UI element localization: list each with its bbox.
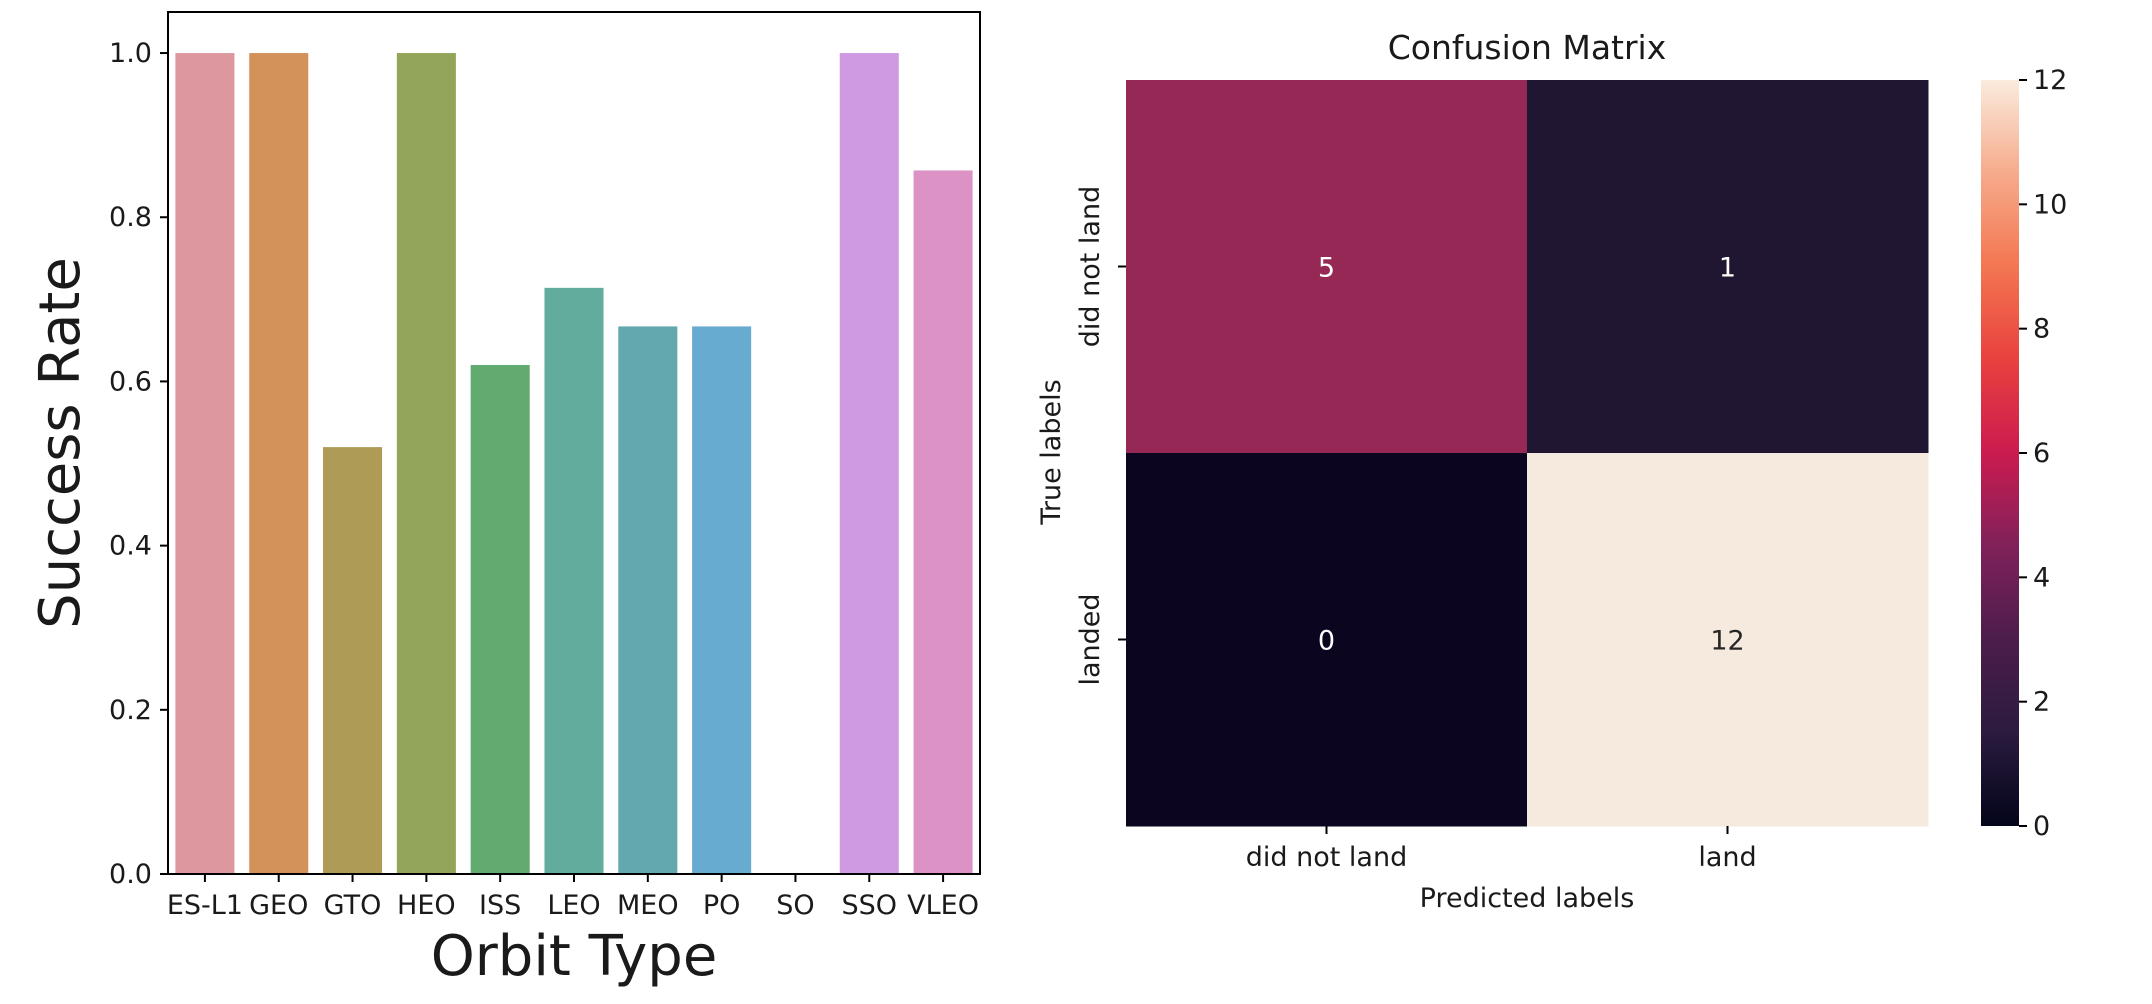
x-tick-label: GEO	[249, 890, 308, 921]
y-tick-label: 0.2	[109, 695, 152, 726]
colorbar-tick-label: 0	[2033, 811, 2050, 842]
colorbar-tick-label: 8	[2033, 314, 2050, 345]
x-axis-ticks: did not land land	[1246, 826, 1757, 873]
x-tick-label: LEO	[547, 890, 600, 921]
plot-frame	[167, 11, 981, 875]
y-axis-label: True labels	[1036, 379, 1067, 525]
x-tick-label: VLEO	[907, 890, 979, 921]
heatmap-cell	[1527, 80, 1929, 454]
bar-leo	[544, 287, 604, 875]
y-axis-label: Success Rate	[28, 257, 93, 629]
heatmap-cell	[1527, 453, 1929, 827]
y-axis-ticks: did not land landed	[1075, 186, 1126, 686]
colorbar-tick-label: 12	[2033, 65, 2067, 96]
x-tick-label: GTO	[324, 890, 382, 921]
heatmap-cell	[1126, 453, 1528, 827]
x-tick-label: MEO	[617, 890, 679, 921]
bar-sso	[839, 53, 899, 875]
heatmap-cells	[1126, 80, 1929, 827]
success-rate-bar-chart: 0.0 0.2 0.4 0.6 0.8 1.0 ES-L1 GEO GTO HEO ISS LEO M…	[28, 11, 981, 989]
x-tick-label: SO	[776, 890, 814, 921]
colorbar-tick-label: 6	[2033, 438, 2050, 469]
y-tick-label: 0.4	[109, 531, 152, 562]
colorbar: 0 2 4 6 8 10 12	[1981, 65, 2067, 842]
bar-geo	[249, 53, 309, 875]
cell-value: 5	[1318, 253, 1335, 284]
confusion-matrix-heatmap: Confusion Matrix 5 10 12 did not land land …	[1036, 28, 2067, 914]
y-tick-label: 0.8	[109, 202, 152, 233]
x-tick-label: land	[1698, 842, 1756, 873]
bar-vleo	[913, 170, 973, 875]
bar-iss	[470, 365, 530, 874]
x-tick-label: SSO	[842, 890, 898, 921]
bar-series	[175, 53, 973, 875]
x-axis-ticks: ES-L1 GEO GTO HEO ISS LEO MEO PO SO SSO VLEO	[167, 874, 979, 921]
y-tick-label: 1.0	[109, 38, 152, 69]
x-tick-label: did not land	[1246, 842, 1407, 873]
colorbar-tick-label: 2	[2033, 687, 2050, 718]
colorbar-tick-label: 4	[2033, 562, 2050, 593]
y-axis-ticks: 0.0 0.2 0.4 0.6 0.8 1.0	[109, 38, 168, 890]
cell-value: 1	[1719, 253, 1736, 284]
bar-es-l1	[175, 53, 235, 875]
bar-po	[692, 326, 752, 874]
colorbar-tick-label: 10	[2033, 189, 2067, 220]
bar-meo	[618, 326, 678, 874]
y-tick-label: landed	[1075, 593, 1106, 685]
heatmap-annotations: 5 1 0 12	[1318, 253, 1745, 657]
bar-heo	[396, 53, 456, 875]
cell-value: 12	[1710, 626, 1744, 657]
x-tick-label: ES-L1	[167, 890, 243, 921]
colorbar-ticks: 0 2 4 6 8 10 12	[2019, 65, 2067, 842]
y-tick-label: did not land	[1075, 186, 1106, 347]
x-axis-label: Predicted labels	[1420, 883, 1635, 914]
x-tick-label: PO	[703, 890, 741, 921]
x-tick-label: HEO	[397, 890, 456, 921]
colorbar-gradient	[1981, 80, 2019, 826]
chart-title: Confusion Matrix	[1388, 28, 1667, 67]
y-tick-label: 0.6	[109, 366, 152, 397]
x-axis-label: Orbit Type	[431, 924, 718, 989]
bar-gto	[323, 447, 383, 874]
y-tick-label: 0.0	[109, 859, 152, 890]
x-tick-label: ISS	[479, 890, 521, 921]
heatmap-cell	[1126, 80, 1528, 454]
cell-value: 0	[1318, 626, 1335, 657]
